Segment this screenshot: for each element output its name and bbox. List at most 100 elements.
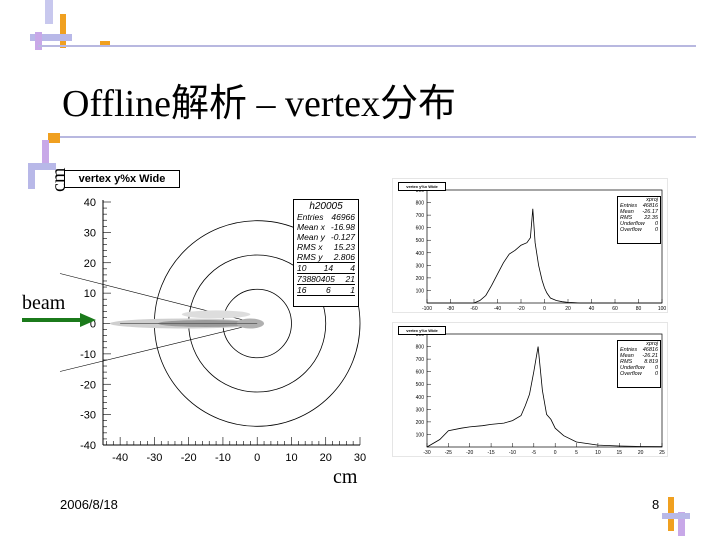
hist1-x-tick-label: 60: [612, 306, 618, 312]
main-y-tick-label: 0: [90, 319, 96, 331]
hist2-stat-row: Entries 46816: [620, 347, 658, 353]
decor-bar-bottom-blue: [662, 513, 690, 519]
main-acceptance-line: [59, 323, 258, 372]
hist1-stat-key: Mean: [620, 209, 634, 215]
hist2-x-tick-label: -30: [423, 450, 430, 456]
hist1-stat-value: -26.17: [642, 209, 658, 215]
hist2-x-tick-label: -25: [445, 450, 452, 456]
main-x-tick-label: 0: [254, 452, 260, 464]
hist1-y-tick-label: 900: [416, 188, 425, 194]
hist2-stat-row: Overflow 0: [620, 371, 658, 377]
main-x-tick-label: 10: [285, 452, 297, 464]
main-stat-row: RMS x 15.23: [297, 242, 355, 252]
hist2-stat-key: RMS: [620, 359, 633, 365]
hist1-x-tick-label: -80: [447, 306, 454, 312]
hist2-y-tick-label: 700: [416, 357, 425, 363]
hist2-title: vertex y%x Wide: [398, 326, 446, 335]
hist1-stat-key: RMS: [620, 215, 633, 221]
hist2-stat-value: 0: [654, 371, 658, 377]
main-stat-key: Mean y: [297, 232, 325, 242]
main-stat-grid-cell: 21: [345, 274, 355, 284]
main-stat-name: h20005: [309, 201, 343, 212]
decor-bar-mid-blue: [28, 163, 56, 170]
decor-bar-top-purple2: [35, 32, 42, 50]
hist1-x-tick-label: -20: [517, 306, 524, 312]
hist2-stat-box: xproj Entries 46816 Mean -26.21 RMS 8.819 Unde…: [617, 340, 661, 388]
hist1-stat-row: Overflow 0: [620, 227, 658, 233]
hist2-series-line: [426, 346, 663, 448]
hist2-x-tick-label: -20: [466, 450, 473, 456]
hist2-x-tick-label: 0: [554, 450, 557, 456]
main-stat-value: -16.98: [330, 222, 355, 232]
hist2-y-tick-label: 400: [416, 395, 425, 401]
hist2-stat-name: xproj: [646, 341, 658, 347]
decor-bar-mid-orange: [48, 133, 60, 143]
hist2-y-tick-label: 600: [416, 370, 425, 376]
hist1-stat-row: RMS 22.35: [620, 215, 658, 221]
main-x-tick-label: -20: [181, 452, 197, 464]
main-stat-key: Entries: [297, 212, 324, 222]
hist1-y-tick-label: 400: [416, 251, 425, 257]
hist1-stat-name: xproj: [646, 197, 658, 203]
hist1-x-tick-label: -40: [494, 306, 501, 312]
main-x-tick-label: -30: [146, 452, 162, 464]
hist2-stat-value: -26.21: [642, 353, 658, 359]
main-stat-grid-cell: 14: [323, 263, 334, 273]
hist2-x-tick-label: 10: [595, 450, 601, 456]
hist2-stat-key: Underflow: [620, 365, 645, 371]
main-x-tick-label: 30: [354, 452, 366, 464]
main-stat-value: 46966: [331, 212, 355, 222]
hist1-stat-value: 0: [654, 221, 658, 227]
hist1-stat-key: Overflow: [620, 227, 642, 233]
main-stat-grid-row: 16 6 1: [297, 285, 355, 296]
decor-bar-top-orange2: [100, 41, 110, 46]
main-stat-grid-cell: 4: [350, 263, 355, 273]
hist2-stat-value: 8.819: [644, 359, 658, 365]
hist1-stat-row: Underflow 0: [620, 221, 658, 227]
hist2-x-tick-label: -15: [487, 450, 494, 456]
vertex-2d-plot: 40 30 20 10 0 -10 -20 -30 -40 -40 -30 -20 -10 0 10 20 30: [59, 197, 366, 464]
hist1-y-tick-label: 200: [416, 276, 425, 282]
hist1-stat-value: 0: [654, 227, 658, 233]
hist1-x-tick-label: 40: [589, 306, 595, 312]
hist1-frame: [392, 178, 668, 313]
main-y-tick-label: -40: [80, 440, 96, 452]
hist1-stat-key: Underflow: [620, 221, 645, 227]
hist2-y-tick-label: 500: [416, 382, 425, 388]
hist1-y-tick-label: 600: [416, 226, 425, 232]
hist2-stat-key: Mean: [620, 353, 634, 359]
hist1-series-line: [427, 208, 662, 304]
hist1-x-tick-label: -100: [422, 306, 432, 312]
main-stat-row: Mean y -0.127: [297, 232, 355, 242]
beam-label: beam: [22, 292, 66, 314]
main-vertex-cloud: [181, 310, 251, 319]
hist2-stat-row: RMS 8.819: [620, 359, 658, 365]
main-stat-value: 2.806: [333, 252, 355, 262]
main-y-tick-label: -20: [80, 379, 96, 391]
main-stat-key: RMS y: [297, 252, 323, 262]
hist2-x-tick-label: 5: [575, 450, 578, 456]
main-hist-title: vertex y%x Wide: [64, 170, 180, 188]
decor-bar-top-purple: [45, 0, 53, 24]
hist2-stat-value: 46816: [642, 347, 658, 353]
hist1-title: vertex y%x Wide: [398, 182, 446, 191]
decor-bar-bottom-purple: [678, 512, 685, 536]
hist2-x-tick-label: -10: [509, 450, 516, 456]
main-y-tick-label: 30: [84, 227, 96, 239]
decor-bar-top-orange: [60, 14, 66, 48]
main-x-tick-label: 20: [320, 452, 332, 464]
x-unit-label: cm: [333, 466, 358, 488]
hist2-stat-key: Entries: [620, 347, 638, 353]
hist2-stat-key: Overflow: [620, 371, 642, 377]
main-stat-row: Entries 46966: [297, 212, 355, 222]
main-stat-box: h20005 Entries 46966 Mean x -16.98 Mean y -0.…: [293, 199, 359, 307]
main-stat-grid-cell: 1: [350, 285, 355, 295]
hist2-stat-value: 0: [654, 365, 658, 371]
main-stat-grid-cell: 10: [297, 263, 307, 273]
hist2-stat-row: Mean -26.21: [620, 353, 658, 359]
hist2-y-tick-label: 800: [416, 345, 425, 351]
slide-date: 2006/8/18: [60, 497, 118, 512]
hist1-y-tick-label: 300: [416, 263, 425, 269]
hist1-y-tick-label: 100: [416, 288, 425, 294]
hist2-stat-row: Underflow 0: [620, 365, 658, 371]
